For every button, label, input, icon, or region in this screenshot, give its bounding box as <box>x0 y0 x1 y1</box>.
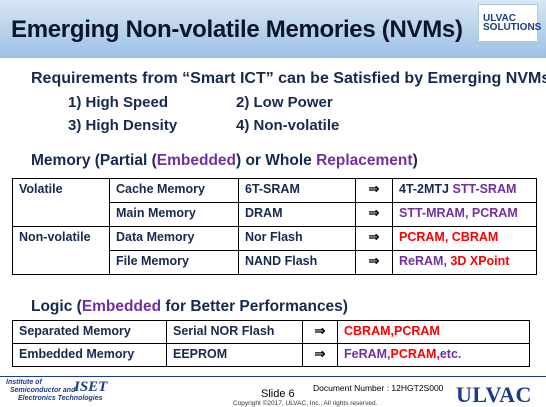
requirement-item: 4) Non-volatile <box>236 117 340 134</box>
arrow-icon: ⇒ <box>302 343 338 367</box>
memory-type-cell: Separated Memory <box>12 320 167 344</box>
replacement-plain: 4T-2MTJ <box>399 182 453 196</box>
memory-tech-cell: EEPROM <box>166 343 303 367</box>
memory-tech-cell: Serial NOR Flash <box>166 320 303 344</box>
memory-type-cell: Embedded Memory <box>12 343 167 367</box>
memory-tech-cell: 6T-SRAM <box>238 178 356 203</box>
memory-table: Volatile Cache Memory 6T-SRAM ⇒ 4T-2MTJ … <box>12 178 537 275</box>
memory-tech-cell: NAND Flash <box>238 250 356 275</box>
table-row: Separated Memory Serial NOR Flash ⇒ CBRA… <box>12 320 530 344</box>
category-cell: Non-volatile <box>12 226 110 275</box>
memory-type-cell: File Memory <box>109 250 239 275</box>
memory-heading-prefix: Memory (Partial ( <box>31 152 157 169</box>
replacement-colored-a: ReRAM, <box>399 254 451 268</box>
memory-heading-mid: ) or Whole <box>236 152 317 169</box>
document-number: Document Number : 12HGT2S000 <box>313 383 444 393</box>
category-cell: Volatile <box>12 178 110 227</box>
table-row: File Memory NAND Flash ⇒ ReRAM, 3D XPoin… <box>13 250 537 275</box>
replacement-colored: STT-MRAM, PCRAM <box>399 206 518 220</box>
logic-section-heading: Logic (Embedded for Better Performances) <box>31 298 348 316</box>
institute-line3: Electronics Technologies <box>18 395 103 402</box>
memory-tech-cell: DRAM <box>238 202 356 227</box>
table-row: Embedded Memory EEPROM ⇒ FeRAM,PCRAM,etc… <box>12 343 530 367</box>
replacement-colored-a: FeRAM, <box>344 347 391 361</box>
arrow-icon: ⇒ <box>355 226 393 251</box>
ulvac-solutions-logo: ULVAC SOLUTIONS <box>478 4 542 42</box>
requirements-heading: Requirements from “Smart ICT” can be Sat… <box>31 70 546 87</box>
arrow-icon: ⇒ <box>302 320 338 344</box>
brand-badge-line2: SOLUTIONS <box>483 22 542 33</box>
memory-type-cell: Cache Memory <box>109 178 239 203</box>
institute-line1: Institute of <box>6 379 42 386</box>
replacement-cell: STT-MRAM, PCRAM <box>392 202 537 227</box>
arrow-icon: ⇒ <box>355 178 393 203</box>
footer-divider <box>0 376 546 377</box>
slide-header: Emerging Non-volatile Memories (NVMs) UL… <box>0 0 546 58</box>
replacement-colored: STT-SRAM <box>452 182 517 196</box>
replacement-colored-c: etc. <box>439 347 462 361</box>
memory-type-cell: Main Memory <box>109 202 239 227</box>
replacement-cell: 4T-2MTJ STT-SRAM <box>392 178 537 203</box>
logic-heading-suffix: for Better Performances) <box>161 298 348 315</box>
iset-logo: Institute of Semiconductor and Electroni… <box>4 379 124 405</box>
brand-badge-line1: ULVAC <box>483 13 516 24</box>
replacement-colored: CBRAM,PCRAM <box>344 324 440 338</box>
institute-line2: Semiconductor and <box>10 387 76 394</box>
replacement-colored-b: PCRAM, <box>390 347 440 361</box>
slide-title: Emerging Non-volatile Memories (NVMs) <box>11 16 463 43</box>
iset-wordmark: ISET <box>74 379 108 395</box>
copyright-text: Copyright ©2017, ULVAC, Inc., All rights… <box>233 400 378 407</box>
memory-heading-replacement: Replacement <box>316 152 413 169</box>
memory-section-heading: Memory (Partial (Embedded) or Whole Repl… <box>31 152 418 170</box>
logic-table: Separated Memory Serial NOR Flash ⇒ CBRA… <box>12 320 530 367</box>
table-row: Non-volatile Data Memory Nor Flash ⇒ PCR… <box>12 226 537 275</box>
ulvac-logo: ULVAC <box>456 382 532 407</box>
logic-heading-prefix: Logic ( <box>31 298 82 315</box>
arrow-icon: ⇒ <box>355 250 393 275</box>
replacement-colored-b: 3D XPoint <box>450 254 510 268</box>
replacement-cell: FeRAM,PCRAM,etc. <box>337 343 530 367</box>
replacement-cell: CBRAM,PCRAM <box>337 320 530 344</box>
replacement-colored: PCRAM, CBRAM <box>399 230 499 244</box>
requirement-item: 2) Low Power <box>236 94 333 111</box>
table-row: Volatile Cache Memory 6T-SRAM ⇒ 4T-2MTJ … <box>12 178 537 227</box>
memory-heading-embedded: Embedded <box>156 152 236 169</box>
memory-heading-suffix: ) <box>412 152 418 169</box>
memory-type-cell: Data Memory <box>109 226 239 251</box>
requirement-item: 1) High Speed <box>68 94 169 111</box>
table-row: Main Memory DRAM ⇒ STT-MRAM, PCRAM <box>13 202 537 227</box>
logic-heading-embedded: Embedded <box>81 298 162 315</box>
requirement-item: 3) High Density <box>68 117 178 134</box>
replacement-cell: ReRAM, 3D XPoint <box>392 250 537 275</box>
memory-tech-cell: Nor Flash <box>238 226 356 251</box>
arrow-icon: ⇒ <box>355 202 393 227</box>
slide-number: Slide 6 <box>261 388 295 400</box>
replacement-cell: PCRAM, CBRAM <box>392 226 537 251</box>
